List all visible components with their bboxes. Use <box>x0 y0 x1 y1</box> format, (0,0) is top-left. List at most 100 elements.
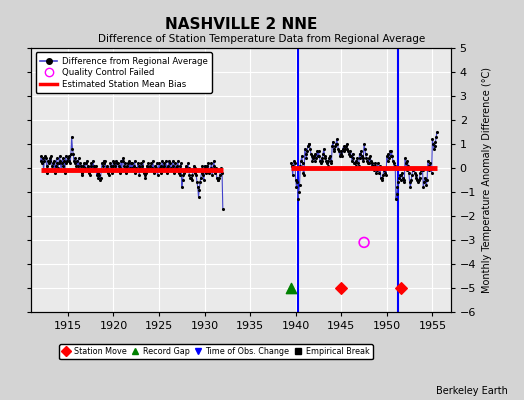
Point <box>128 160 137 166</box>
Point <box>429 141 438 147</box>
Point <box>365 160 374 166</box>
Point <box>421 174 429 181</box>
Point <box>306 146 314 152</box>
Point <box>40 158 49 164</box>
Point <box>356 155 365 162</box>
Point <box>210 162 219 169</box>
Point <box>425 167 433 174</box>
Point <box>191 170 199 176</box>
Point <box>147 160 156 166</box>
Point <box>193 184 202 190</box>
Point <box>53 160 61 166</box>
Point <box>171 165 180 171</box>
Point <box>54 160 63 166</box>
Point <box>357 153 366 159</box>
Point <box>70 158 78 164</box>
Point <box>73 162 82 169</box>
Point <box>374 160 382 166</box>
Point <box>431 143 439 150</box>
Point <box>72 162 81 169</box>
Point <box>314 148 323 154</box>
Point <box>346 148 355 154</box>
Point <box>385 155 394 162</box>
Point <box>301 150 310 157</box>
Point <box>149 170 158 176</box>
Point <box>174 158 182 164</box>
Point <box>352 158 361 164</box>
Point <box>213 174 221 181</box>
Point <box>162 165 171 171</box>
Point <box>190 162 198 169</box>
Point <box>168 167 176 174</box>
Point <box>196 179 204 186</box>
Point <box>134 162 143 169</box>
Point <box>110 158 118 164</box>
Point <box>402 167 411 174</box>
Point <box>408 172 416 178</box>
Point <box>398 170 406 176</box>
Point <box>357 148 365 154</box>
Point <box>68 134 76 140</box>
Point <box>340 143 348 150</box>
Point <box>39 167 48 174</box>
Point <box>192 172 200 178</box>
Point <box>61 153 70 159</box>
Point <box>160 160 169 166</box>
Point <box>129 167 137 174</box>
Point <box>401 155 409 162</box>
Point <box>146 162 154 169</box>
Point <box>342 141 351 147</box>
Point <box>296 182 304 188</box>
Point <box>46 158 54 164</box>
Point <box>401 160 410 166</box>
Point <box>416 174 424 181</box>
Point <box>313 153 322 159</box>
Point <box>207 160 215 166</box>
Point <box>308 153 316 159</box>
Point <box>188 177 196 183</box>
Point <box>369 162 377 169</box>
Point <box>71 155 80 162</box>
Point <box>90 165 99 171</box>
Point <box>41 153 49 159</box>
Point <box>296 162 304 169</box>
Point <box>193 179 201 186</box>
Point <box>303 148 311 154</box>
Point <box>139 170 148 176</box>
Point <box>414 179 422 186</box>
Point <box>396 177 405 183</box>
Point <box>432 134 440 140</box>
Point <box>86 162 95 169</box>
Point <box>122 170 130 176</box>
Point <box>117 167 126 174</box>
Point <box>328 143 336 150</box>
Point <box>60 158 68 164</box>
Point <box>298 153 306 159</box>
Title: NASHVILLE 2 NNE: NASHVILLE 2 NNE <box>165 16 317 32</box>
Point <box>62 160 71 166</box>
Point <box>361 146 369 152</box>
Point <box>367 158 375 164</box>
Point <box>413 177 421 183</box>
Point <box>120 162 128 169</box>
Point <box>342 143 350 150</box>
Point <box>373 167 381 174</box>
Point <box>410 165 418 171</box>
Point <box>134 160 142 166</box>
Point <box>58 155 67 162</box>
Point <box>80 160 88 166</box>
Point <box>78 170 86 176</box>
Point <box>364 160 372 166</box>
Point <box>152 165 160 171</box>
Point <box>133 167 141 174</box>
Point <box>421 177 430 183</box>
Point <box>124 160 132 166</box>
Point <box>69 150 78 157</box>
Point <box>377 174 385 181</box>
Point <box>322 158 330 164</box>
Point <box>289 162 298 169</box>
Point <box>156 162 165 169</box>
Point <box>38 160 46 166</box>
Point <box>167 165 176 171</box>
Point <box>84 162 93 169</box>
